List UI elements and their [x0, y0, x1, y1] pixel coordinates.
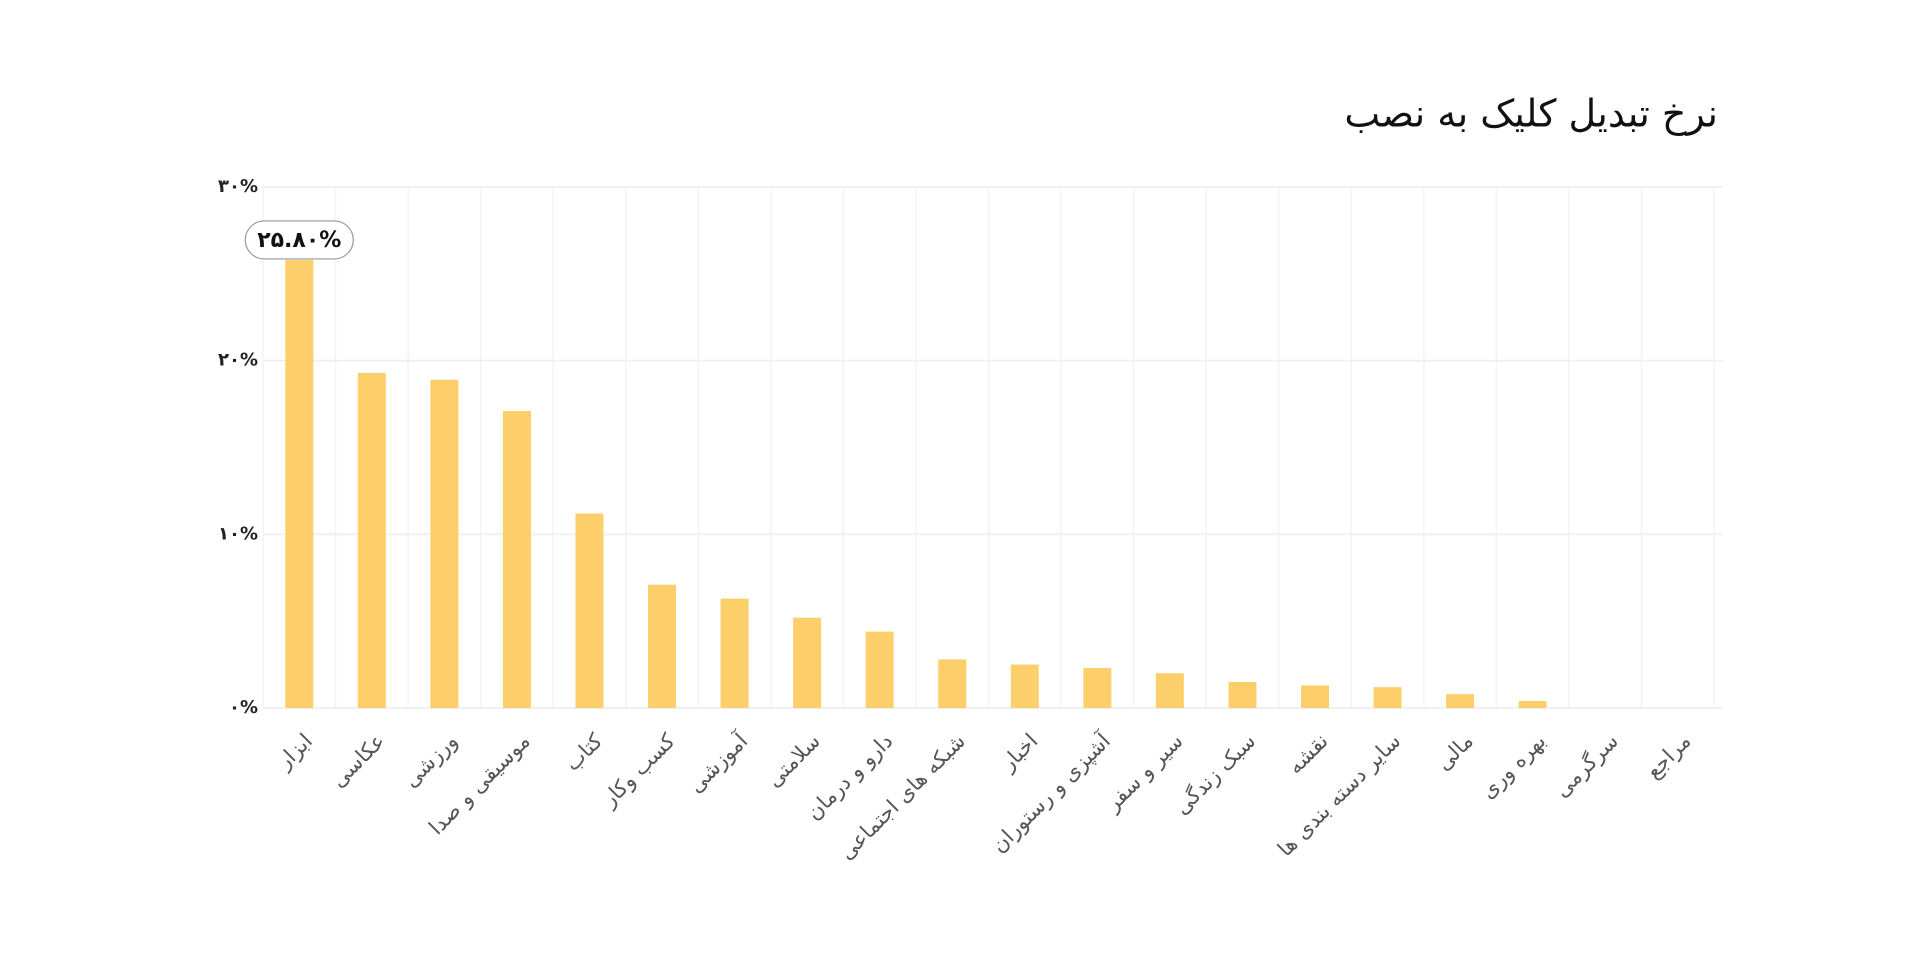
x-tick-label: ورزشی: [399, 729, 462, 792]
bar: [1010, 664, 1039, 708]
x-tick-label: ابزار: [272, 729, 317, 774]
bar: [1155, 673, 1184, 708]
y-tick-label: ۳۰%: [218, 176, 258, 197]
bar: [1228, 681, 1257, 708]
bar: [938, 659, 967, 708]
x-tick-label: آشپزی و رستوران: [986, 727, 1116, 857]
bar: [1373, 687, 1402, 708]
x-tick-label: سلامتی: [762, 729, 825, 792]
x-tick-label: شبکه های اجتماعی: [834, 729, 970, 865]
x-tick-label: کسب وکار: [597, 729, 680, 812]
bar: [865, 631, 894, 708]
bar: [793, 617, 822, 708]
bar: [1300, 685, 1329, 708]
value-label: ۲۵.۸۰%: [257, 228, 341, 253]
bar: [1083, 668, 1112, 708]
bar: [502, 411, 531, 708]
x-tick-label: عکاسی: [326, 729, 389, 792]
bar: [648, 584, 677, 708]
x-tick-label: بهره وری: [1476, 729, 1551, 804]
chart-title: نرخ تبدیل کلیک به نصب: [1344, 92, 1718, 137]
x-tick-label: مراجع: [1641, 729, 1695, 783]
bar: [575, 513, 604, 708]
x-tick-label: مالی: [1431, 729, 1477, 775]
x-tick-label: کتاب: [560, 729, 607, 776]
bar: [285, 259, 314, 708]
x-tick-label: سرگرمی: [1550, 729, 1623, 802]
y-tick-label: ۱۰%: [218, 523, 258, 544]
value-label-box: [244, 220, 354, 260]
x-tick-label: آموزشی: [683, 727, 753, 797]
bar: [357, 372, 386, 708]
x-tick-label: سایر دسته بندی ها: [1273, 729, 1405, 861]
bar: [430, 379, 459, 708]
bar: [1518, 701, 1547, 708]
x-tick-label: اخبار: [995, 729, 1042, 776]
bar: [720, 598, 749, 708]
y-tick-label: ۰%: [229, 697, 258, 718]
bar: [1446, 694, 1475, 708]
y-tick-label: ۲۰%: [218, 350, 258, 371]
x-tick-label: نقشه: [1283, 729, 1333, 779]
